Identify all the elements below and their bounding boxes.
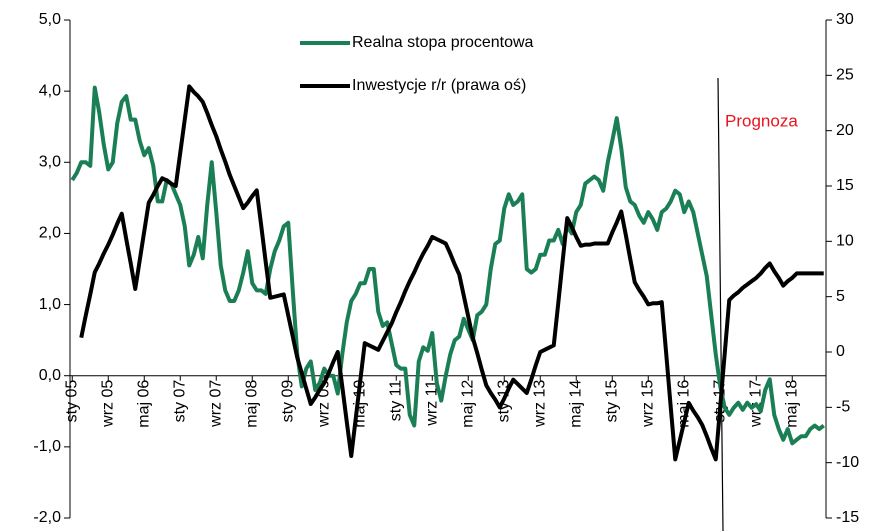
y-tick-label: -1,0 (33, 438, 61, 455)
x-tick-label: sty 11 (387, 380, 404, 422)
series-line (79, 84, 824, 462)
x-tick-label: wrz 11 (423, 380, 440, 427)
x-tick-label: maj 14 (567, 380, 584, 428)
x-tick-label: maj 16 (675, 380, 692, 428)
y-tick-label: -2,0 (33, 509, 61, 526)
y2-tick-label: 20 (836, 122, 854, 139)
y-tick-label: 4,0 (39, 82, 61, 99)
y2-tick-label: 15 (836, 177, 854, 194)
y-tick-label: 0,0 (39, 367, 61, 384)
x-tick-label: maj 12 (459, 380, 476, 428)
x-tick-label: wrz 13 (531, 380, 548, 428)
x-tick-label: wrz 07 (207, 380, 224, 428)
y2-tick-label: 5 (836, 288, 845, 305)
y2-tick-label: -15 (836, 509, 859, 526)
y-tick-label: 3,0 (39, 154, 61, 171)
x-tick-label: maj 06 (135, 380, 152, 428)
y2-tick-label: 0 (836, 343, 845, 360)
y2-tick-label: 10 (836, 233, 854, 250)
series-line (70, 85, 825, 446)
legend-label: Inwestycje r/r (prawa oś) (352, 77, 526, 94)
x-tick-label: maj 18 (783, 380, 800, 428)
x-tick-label: sty 09 (279, 380, 296, 423)
annotation: Prognoza (725, 111, 798, 130)
y2-tick-label: 25 (836, 67, 854, 84)
x-tick-label: sty 05 (63, 380, 80, 423)
forecast-line (717, 77, 724, 531)
y-tick-label: 5,0 (39, 11, 61, 28)
y-tick-label: 1,0 (39, 296, 61, 313)
y2-tick-label: -5 (836, 399, 850, 416)
x-tick-label: maj 08 (243, 380, 260, 428)
y2-tick-label: 30 (836, 11, 854, 28)
y2-tick-label: -10 (836, 454, 859, 471)
x-tick-label: sty 15 (603, 380, 620, 423)
x-tick-label: wrz 05 (99, 380, 116, 428)
x-tick-label: wrz 15 (639, 380, 656, 428)
legend-label: Realna stopa procentowa (352, 34, 534, 51)
x-tick-label: sty 07 (171, 380, 188, 423)
y-tick-label: 2,0 (39, 225, 61, 242)
